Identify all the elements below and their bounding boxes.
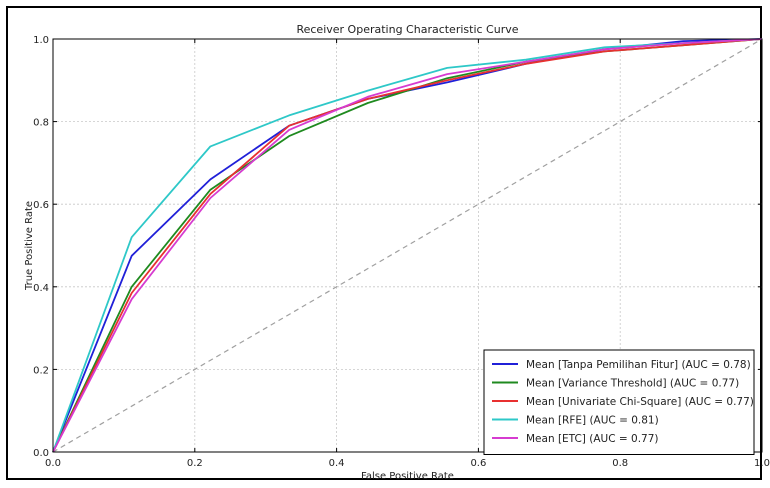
- series-line-5: [52, 38, 763, 453]
- series-lines: [52, 38, 763, 453]
- y-tick-label: 0.4: [33, 283, 49, 294]
- x-tick-label: 1.0: [754, 458, 770, 469]
- x-axis-label: False Positive Rate: [361, 471, 454, 482]
- chart-title: Receiver Operating Characteristic Curve: [296, 23, 518, 36]
- legend-entry-label: Mean [Univariate Chi-Square] (AUC = 0.77…: [526, 396, 754, 408]
- y-tick-label: 0.8: [33, 118, 49, 129]
- plot-area-border: [52, 38, 763, 453]
- legend-entry-label: Mean [ETC] (AUC = 0.77): [526, 433, 659, 445]
- legend: Mean [Tanpa Pemilihan Fitur] (AUC = 0.78…: [483, 349, 755, 455]
- y-tick-label: 1.0: [33, 35, 49, 46]
- y-tick-label: 0.2: [33, 365, 49, 376]
- legend-entry-label: Mean [Variance Threshold] (AUC = 0.77): [526, 378, 739, 390]
- y-axis-label: True Positive Rate: [24, 201, 35, 291]
- x-tick-label: 0.0: [45, 458, 61, 469]
- legend-entry-label: Mean [Tanpa Pemilihan Fitur] (AUC = 0.78…: [526, 359, 751, 371]
- x-tick-label: 0.2: [187, 458, 203, 469]
- y-tick-label: 0.6: [33, 200, 49, 211]
- x-tick-label: 0.6: [470, 458, 486, 469]
- series-line-4: [52, 38, 763, 453]
- reference-diagonal-line: [52, 38, 763, 453]
- legend-box: [483, 349, 755, 455]
- legend-entry-label: Mean [RFE] (AUC = 0.81): [526, 415, 659, 427]
- axis-ticks: 0.0 0.2 0.4 0.6 0.8 1.0 0.0 0.2 0.4 0.6 0.8 1.0: [33, 35, 770, 469]
- y-tick-label: 0.0: [33, 448, 49, 459]
- series-line-3: [52, 38, 763, 453]
- x-tick-label: 0.8: [612, 458, 628, 469]
- x-tick-label: 0.4: [329, 458, 345, 469]
